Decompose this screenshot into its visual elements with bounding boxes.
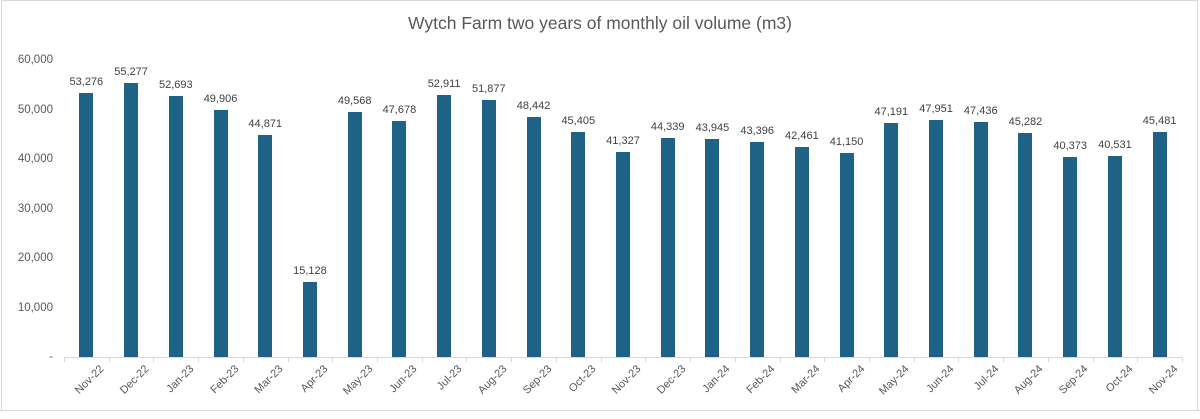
x-axis-tick xyxy=(108,358,110,362)
bar-oct-24[interactable] xyxy=(1107,156,1122,357)
x-axis-tick xyxy=(64,358,65,362)
y-axis-label: 20,000 xyxy=(17,252,53,264)
bar-nov-22[interactable] xyxy=(79,93,94,357)
x-axis-line xyxy=(64,357,1182,358)
data-label: 51,877 xyxy=(472,83,506,96)
sheet-grid-line xyxy=(0,410,1200,411)
bar-jul-24[interactable] xyxy=(973,122,988,357)
bar-dec-23[interactable] xyxy=(660,137,675,357)
x-axis-tick xyxy=(287,358,289,362)
data-label: 15,128 xyxy=(293,265,327,278)
x-axis-tick xyxy=(1137,358,1139,362)
data-label: 40,531 xyxy=(1098,139,1132,152)
bar-may-24[interactable] xyxy=(884,123,899,357)
y-axis-label: 60,000 xyxy=(17,54,53,66)
x-axis-tick xyxy=(1182,358,1183,362)
data-label: 43,945 xyxy=(695,122,730,135)
y-axis-label: - xyxy=(49,351,53,363)
x-axis-tick xyxy=(868,358,870,362)
bar-aug-24[interactable] xyxy=(1018,132,1033,357)
bar-jul-23[interactable] xyxy=(437,95,452,357)
chart-frame[interactable] xyxy=(1,0,1198,410)
x-axis-tick xyxy=(779,358,781,362)
bar-jan-24[interactable] xyxy=(705,139,720,357)
x-axis-tick xyxy=(153,358,155,362)
y-axis-label: 10,000 xyxy=(17,301,53,314)
x-axis-tick xyxy=(242,358,244,362)
bar-jun-23[interactable] xyxy=(392,120,407,357)
data-label: 48,442 xyxy=(516,100,551,113)
data-label: 44,339 xyxy=(650,120,685,133)
x-axis-tick xyxy=(734,358,736,362)
bar-feb-23[interactable] xyxy=(213,109,228,357)
data-label: 45,481 xyxy=(1142,114,1177,127)
x-axis-tick xyxy=(690,358,692,362)
data-label: 47,191 xyxy=(874,106,909,119)
data-label: 42,461 xyxy=(785,129,819,142)
y-axis-label: 30,000 xyxy=(17,202,53,215)
x-axis-tick xyxy=(958,358,960,362)
data-label: 47,951 xyxy=(919,102,953,115)
bar-jan-23[interactable] xyxy=(168,96,183,357)
x-axis-tick xyxy=(913,358,915,362)
data-label: 41,327 xyxy=(606,135,640,148)
chart-title: Wytch Farm two years of monthly oil volu… xyxy=(408,13,792,33)
bar-jun-24[interactable] xyxy=(929,119,944,357)
data-label: 45,405 xyxy=(561,115,596,128)
bar-nov-23[interactable] xyxy=(616,152,630,357)
bar-apr-24[interactable] xyxy=(839,153,854,357)
x-axis-tick xyxy=(824,358,826,362)
bar-apr-23[interactable] xyxy=(302,282,317,357)
data-label: 45,282 xyxy=(1008,115,1043,128)
x-axis-tick xyxy=(377,358,379,362)
data-label: 41,150 xyxy=(829,136,864,149)
x-axis-tick xyxy=(1003,358,1005,362)
x-axis-tick xyxy=(332,358,334,362)
bar-oct-23[interactable] xyxy=(571,132,586,357)
bar-nov-24[interactable] xyxy=(1152,131,1167,357)
bar-may-23[interactable] xyxy=(347,111,362,357)
x-axis-tick xyxy=(1092,358,1094,362)
x-axis-tick xyxy=(1047,358,1049,362)
data-label: 43,396 xyxy=(740,125,774,138)
data-label: 53,276 xyxy=(69,76,104,89)
bar-sep-24[interactable] xyxy=(1063,157,1078,357)
data-label: 55,277 xyxy=(114,66,148,79)
bar-feb-24[interactable] xyxy=(750,142,765,357)
data-label: 52,693 xyxy=(158,79,193,92)
x-axis-tick xyxy=(645,358,647,362)
data-label: 49,568 xyxy=(337,94,372,107)
bar-mar-24[interactable] xyxy=(794,146,809,357)
y-axis-label: 50,000 xyxy=(17,103,53,116)
data-label: 44,871 xyxy=(248,117,283,130)
data-label: 52,911 xyxy=(427,78,461,91)
bar-mar-23[interactable] xyxy=(258,134,273,357)
bar-aug-23[interactable] xyxy=(481,100,496,357)
x-axis-tick xyxy=(466,358,468,362)
bar-dec-22[interactable] xyxy=(124,83,139,357)
data-label: 47,436 xyxy=(963,105,998,118)
x-axis-tick xyxy=(555,358,557,362)
x-axis-tick xyxy=(600,358,602,362)
x-axis-tick xyxy=(198,358,200,362)
y-axis-label: 40,000 xyxy=(17,153,53,165)
data-label: 47,678 xyxy=(382,103,417,116)
x-axis-tick xyxy=(511,358,513,362)
x-axis-tick xyxy=(421,358,423,362)
data-label: 40,373 xyxy=(1053,140,1088,153)
data-label: 49,906 xyxy=(203,92,238,105)
bar-sep-23[interactable] xyxy=(526,117,541,357)
